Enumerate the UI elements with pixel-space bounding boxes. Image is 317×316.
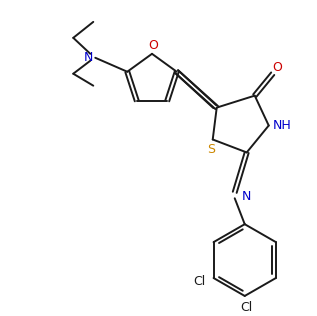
Text: Cl: Cl (193, 276, 206, 289)
Text: NH: NH (272, 119, 291, 132)
Text: N: N (84, 51, 93, 64)
Text: S: S (207, 143, 215, 156)
Text: O: O (272, 61, 282, 74)
Text: Cl: Cl (241, 301, 253, 314)
Text: O: O (148, 40, 158, 52)
Text: N: N (242, 190, 251, 203)
